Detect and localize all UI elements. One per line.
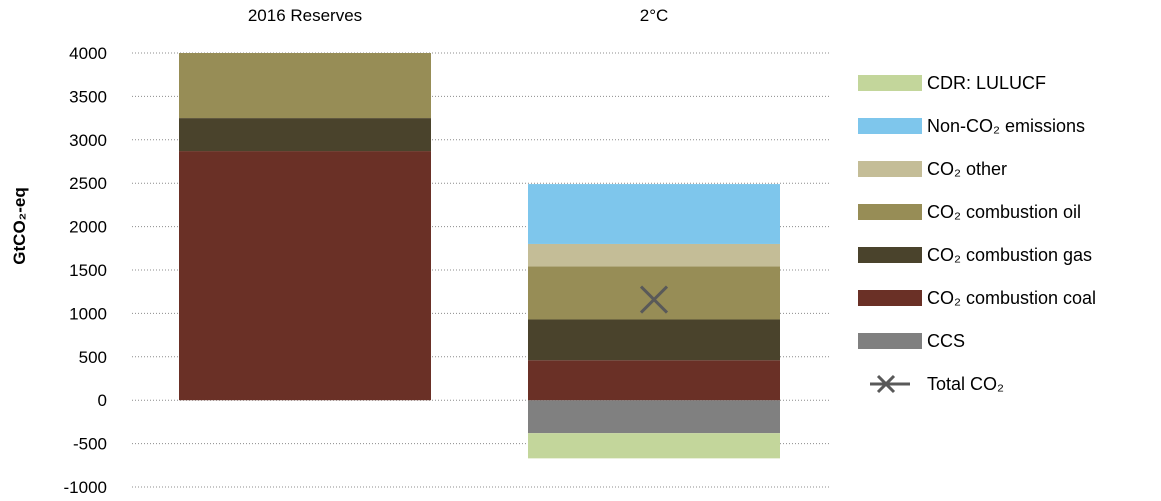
- bar-segment-ccs-1: [528, 400, 780, 434]
- bar-segment-co-combustion-gas-1: [528, 319, 780, 361]
- y-tick-label: 3000: [69, 131, 107, 150]
- y-tick-label: 2000: [69, 218, 107, 237]
- legend-label: CDR: LULUCF: [927, 73, 1046, 93]
- gridlines: [132, 52, 830, 488]
- y-axis-tick-labels: 4000 3500 3000 2500 2000 1500 1000 500 0 -500 -100…: [64, 44, 107, 497]
- y-tick-label: 3500: [69, 87, 107, 106]
- legend-label: CCS: [927, 331, 965, 351]
- bar-segment-non-co-emissions-1: [528, 184, 780, 244]
- bar-segment-co-combustion-coal-0: [179, 151, 431, 401]
- bar-segment-co-combustion-gas-0: [179, 118, 431, 152]
- legend-swatch: [858, 118, 922, 134]
- legend-item: Non-CO₂ emissions: [858, 116, 1085, 136]
- bar-segment-cdr-lulucf-1: [528, 433, 780, 459]
- legend-label: CO₂ combustion coal: [927, 288, 1096, 308]
- legend-swatch: [858, 333, 922, 349]
- bar-segment-co-combustion-oil-1: [528, 266, 780, 320]
- legend-label: CO₂ combustion oil: [927, 202, 1081, 222]
- total-co2-marker: [639, 285, 669, 314]
- y-tick-label: 500: [79, 348, 107, 367]
- legend-label: Total CO₂: [927, 374, 1004, 394]
- y-tick-label: 1500: [69, 261, 107, 280]
- legend-item-marker: Total CO₂: [870, 374, 1004, 394]
- legend-swatch: [858, 247, 922, 263]
- legend-item: CO₂ combustion coal: [858, 288, 1096, 308]
- legend-swatch: [858, 75, 922, 91]
- legend-label: CO₂ combustion gas: [927, 245, 1092, 265]
- bar-segment-co-other-1: [528, 243, 780, 267]
- y-tick-label: 1000: [69, 304, 107, 323]
- y-tick-label: 4000: [69, 44, 107, 63]
- legend-swatch: [858, 161, 922, 177]
- legend-item: CO₂ combustion gas: [858, 245, 1092, 265]
- legend: CDR: LULUCF Non-CO₂ emissions CO₂ other CO₂…: [858, 73, 1096, 394]
- y-axis-label: GtCO₂-eq: [10, 187, 29, 264]
- legend-item: CDR: LULUCF: [858, 73, 1046, 93]
- legend-item: CO₂ combustion oil: [858, 202, 1081, 222]
- bar-segment-co-combustion-coal-1: [528, 360, 780, 401]
- legend-swatch: [858, 290, 922, 306]
- y-tick-label: -500: [73, 435, 107, 454]
- legend-label: CO₂ other: [927, 159, 1007, 179]
- bar-segments: [179, 53, 780, 459]
- y-tick-label: -1000: [64, 478, 107, 497]
- bar-segment-co-combustion-oil-0: [179, 53, 431, 119]
- y-tick-label: 2500: [69, 174, 107, 193]
- legend-item: CCS: [858, 331, 965, 351]
- category-labels: 2016 Reserves 2°C: [248, 6, 668, 25]
- legend-swatch: [858, 204, 922, 220]
- category-label: 2016 Reserves: [248, 6, 362, 25]
- y-tick-label: 0: [98, 391, 107, 410]
- total-markers: [639, 285, 669, 314]
- category-label: 2°C: [640, 6, 669, 25]
- legend-label: Non-CO₂ emissions: [927, 116, 1085, 136]
- legend-item: CO₂ other: [858, 159, 1007, 179]
